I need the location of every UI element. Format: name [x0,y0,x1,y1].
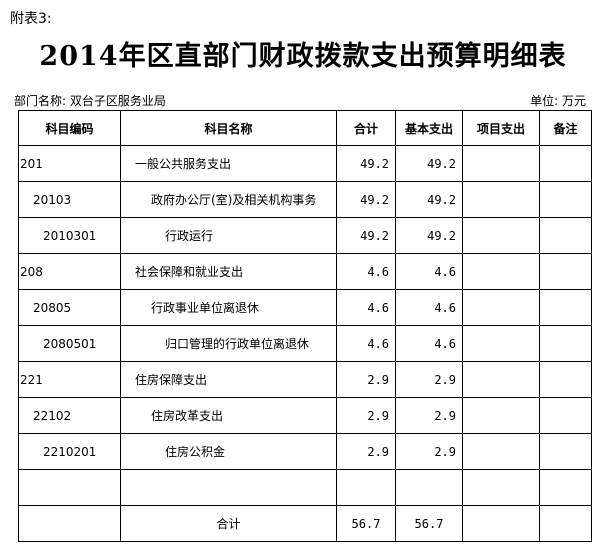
basic-cell: 49.2 [395,181,463,218]
note-cell [539,181,592,218]
name-cell: 政府办公厅(室)及相关机构事务 [120,181,337,218]
table-body: 201 一般公共服务支出 49.2 49.2 20103 政府办公厅(室)及相关机构事务 4… [18,145,592,506]
name-cell: 社会保障和就业支出 [120,253,337,290]
note-cell [539,433,592,470]
code-cell: 2010301 [18,217,121,254]
project-cell [462,289,540,326]
total-sum: 56.7 [336,505,396,542]
budget-table: 科目编码 科目名称 合计 基本支出 项目支出 备注 201 一般公共服务支出 49.… [18,110,592,542]
table-row: 2210201 住房公积金 2.9 2.9 [18,433,592,470]
code-cell: 20103 [18,181,121,218]
project-cell [462,397,540,434]
total-cell: 4.6 [336,325,396,362]
total-basic: 56.7 [395,505,463,542]
col-header-note: 备注 [539,110,592,146]
total-cell: 2.9 [336,361,396,398]
total-code-cell [18,505,121,542]
code-cell: 20805 [18,289,121,326]
code-cell [18,469,121,506]
project-cell [462,361,540,398]
table-row: 208 社会保障和就业支出 4.6 4.6 [18,253,592,290]
project-cell [462,145,540,182]
col-header-code: 科目编码 [18,110,121,146]
table-row: 20805 行政事业单位离退休 4.6 4.6 [18,289,592,326]
total-cell: 2.9 [336,397,396,434]
department-name: 部门名称: 双台子区服务业局 [14,94,166,108]
name-cell: 一般公共服务支出 [120,145,337,182]
name-cell: 住房改革支出 [120,397,337,434]
name-cell: 行政事业单位离退休 [120,289,337,326]
project-cell [462,469,540,506]
total-cell: 4.6 [336,289,396,326]
name-cell: 行政运行 [120,217,337,254]
basic-cell: 4.6 [395,253,463,290]
code-cell: 2210201 [18,433,121,470]
attachment-label: 附表3: [10,11,52,27]
name-cell: 住房公积金 [120,433,337,470]
col-header-total: 合计 [336,110,396,146]
total-cell: 49.2 [336,181,396,218]
code-cell: 208 [18,253,121,290]
project-cell [462,433,540,470]
total-cell: 49.2 [336,217,396,254]
total-cell: 49.2 [336,145,396,182]
table-row [18,469,592,506]
total-cell [336,469,396,506]
page-title: 2014年区直部门财政拨款支出预算明细表 [39,41,567,72]
note-cell [539,361,592,398]
total-note [539,505,592,542]
name-cell: 住房保障支出 [120,361,337,398]
name-cell: 归口管理的行政单位离退休 [120,325,337,362]
basic-cell: 2.9 [395,433,463,470]
total-label: 合计 [120,505,337,542]
note-cell [539,325,592,362]
table-row: 2080501 归口管理的行政单位离退休 4.6 4.6 [18,325,592,362]
note-cell [539,397,592,434]
col-header-project: 项目支出 [462,110,540,146]
project-cell [462,253,540,290]
table-row: 2010301 行政运行 49.2 49.2 [18,217,592,254]
table-row: 201 一般公共服务支出 49.2 49.2 [18,145,592,182]
project-cell [462,181,540,218]
note-cell [539,217,592,254]
table-row: 221 住房保障支出 2.9 2.9 [18,361,592,398]
table-row: 22102 住房改革支出 2.9 2.9 [18,397,592,434]
col-header-name: 科目名称 [120,110,337,146]
basic-cell: 2.9 [395,361,463,398]
basic-cell: 49.2 [395,217,463,254]
note-cell [539,289,592,326]
total-cell: 4.6 [336,253,396,290]
code-cell: 22102 [18,397,121,434]
total-row: 合计 56.7 56.7 [18,505,592,542]
basic-cell: 2.9 [395,397,463,434]
project-cell [462,325,540,362]
basic-cell: 4.6 [395,289,463,326]
code-cell: 2080501 [18,325,121,362]
note-cell [539,145,592,182]
basic-cell [395,469,463,506]
code-cell: 201 [18,145,121,182]
col-header-basic: 基本支出 [395,110,463,146]
note-cell [539,469,592,506]
unit-label: 单位: 万元 [530,94,586,108]
code-cell: 221 [18,361,121,398]
name-cell [120,469,337,506]
table-row: 20103 政府办公厅(室)及相关机构事务 49.2 49.2 [18,181,592,218]
total-cell: 2.9 [336,433,396,470]
basic-cell: 4.6 [395,325,463,362]
note-cell [539,253,592,290]
table-header-row: 科目编码 科目名称 合计 基本支出 项目支出 备注 [18,110,592,146]
total-project [462,505,540,542]
project-cell [462,217,540,254]
basic-cell: 49.2 [395,145,463,182]
